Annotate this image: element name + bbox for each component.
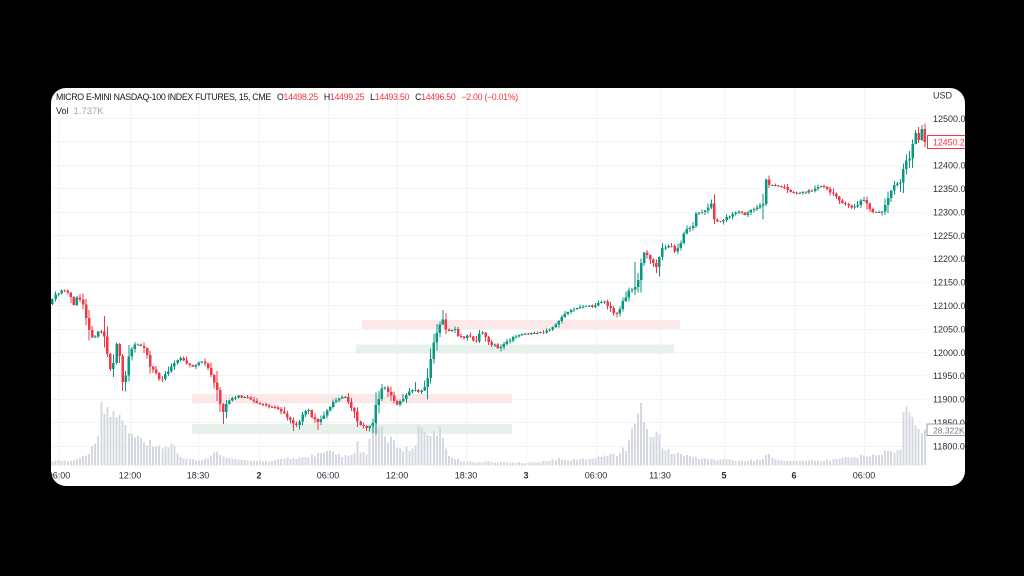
svg-text:12500.00: 12500.00 [933,114,965,124]
svg-text:12450.25: 12450.25 [933,137,965,147]
svg-text:06:00: 06:00 [853,471,876,481]
svg-text:12150.00: 12150.00 [933,278,965,288]
svg-text:6: 6 [791,471,796,481]
svg-text:12400.00: 12400.00 [933,161,965,171]
svg-text:06:00: 06:00 [585,471,608,481]
svg-text:MICRO E-MINI NASDAQ-100 INDEX: MICRO E-MINI NASDAQ-100 INDEX FUTURES, 1… [56,92,518,102]
svg-text:28.322K: 28.322K [933,425,965,435]
svg-text:12200.00: 12200.00 [933,254,965,264]
svg-text:USD: USD [933,91,953,101]
svg-text:11800.00: 11800.00 [933,441,965,451]
svg-text:12350.00: 12350.00 [933,184,965,194]
svg-text:06:00: 06:00 [317,471,340,481]
svg-text:11950.00: 11950.00 [933,371,965,381]
svg-text:12050.00: 12050.00 [933,324,965,334]
svg-text:11900.00: 11900.00 [933,395,965,405]
svg-text:11850.00: 11850.00 [933,418,965,428]
svg-text:18:30: 18:30 [455,471,478,481]
svg-text:12100.00: 12100.00 [933,301,965,311]
svg-text:12:00: 12:00 [386,471,409,481]
svg-text:18:30: 18:30 [187,471,210,481]
svg-text:5: 5 [721,471,726,481]
svg-text:3: 3 [523,471,528,481]
svg-text:12000.00: 12000.00 [933,348,965,358]
svg-text:2: 2 [256,471,261,481]
svg-text:06:00: 06:00 [51,471,70,481]
svg-text:12250.00: 12250.00 [933,231,965,241]
svg-text:12300.00: 12300.00 [933,207,965,217]
svg-text:11:30: 11:30 [649,471,671,481]
svg-text:12:00: 12:00 [119,471,142,481]
